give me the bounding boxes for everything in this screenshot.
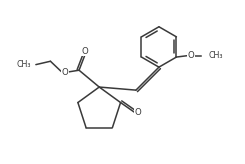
Text: O: O xyxy=(135,108,142,117)
Text: O: O xyxy=(82,47,89,56)
Text: O: O xyxy=(61,68,68,77)
Text: CH₃: CH₃ xyxy=(208,51,223,60)
Text: O: O xyxy=(188,51,194,60)
Text: CH₃: CH₃ xyxy=(16,60,31,69)
